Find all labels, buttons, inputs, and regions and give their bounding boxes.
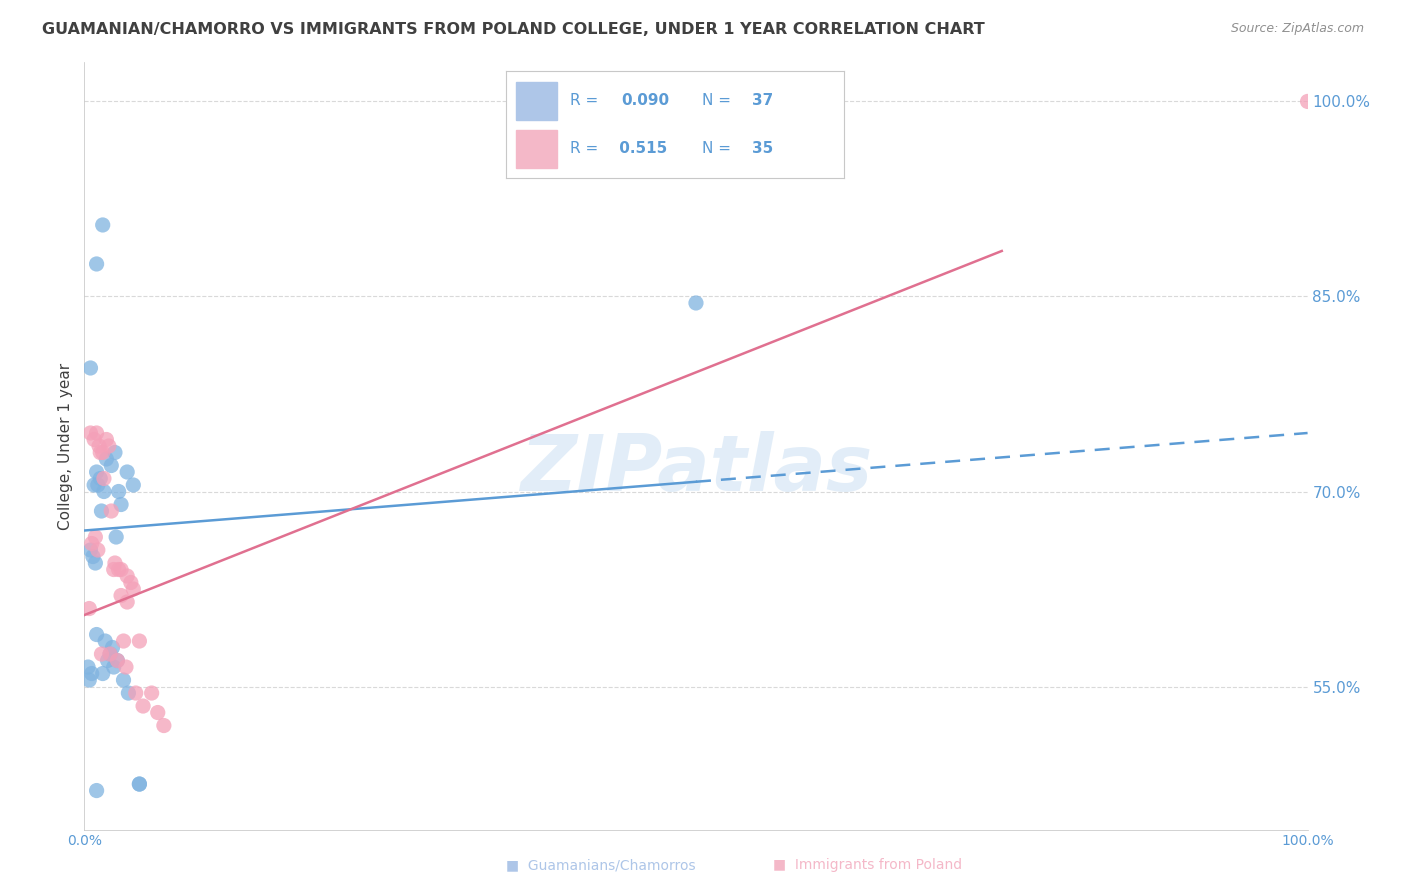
Point [103,562,125,576]
Point [122,582,145,596]
Point [104,556,127,570]
Y-axis label: College, Under 1 year: College, Under 1 year [58,362,73,530]
Text: GUAMANIAN/CHAMORRO VS IMMIGRANTS FROM POLAND COLLEGE, UNDER 1 YEAR CORRELATION C: GUAMANIAN/CHAMORRO VS IMMIGRANTS FROM PO… [42,22,986,37]
Point [128,777,150,791]
Text: 37: 37 [752,93,773,108]
Point [98,647,121,661]
Text: Source: ZipAtlas.com: Source: ZipAtlas.com [1230,22,1364,36]
Point [86,783,108,797]
Point [103,660,125,674]
Text: N =: N = [702,93,735,108]
Point [91,445,114,459]
Point [87,543,110,558]
Point [93,471,115,485]
Point [89,471,111,485]
Point [93,484,115,499]
Point [86,425,108,440]
Point [79,543,101,558]
Point [87,478,110,492]
Point [125,686,148,700]
Point [87,439,110,453]
Point [86,257,108,271]
Point [115,595,138,609]
Point [117,686,139,700]
Point [86,465,108,479]
Point [96,452,118,467]
Point [146,706,169,720]
Point [128,634,150,648]
Point [110,498,132,512]
Point [1296,95,1319,109]
Point [77,660,100,674]
Text: R =: R = [571,141,603,156]
Point [120,575,142,590]
Point [80,536,103,550]
Text: 0.515: 0.515 [614,141,668,156]
Point [112,634,135,648]
Point [112,673,135,687]
Bar [516,130,557,168]
Point [128,777,150,791]
Point [98,647,121,661]
Point [122,478,145,492]
Point [110,562,132,576]
Point [91,666,114,681]
Point [110,589,132,603]
Text: ■  Immigrants from Poland: ■ Immigrants from Poland [773,858,963,872]
Point [89,445,111,459]
Point [90,504,112,518]
Point [83,433,105,447]
Point [132,699,155,714]
Point [79,361,101,376]
Point [97,654,120,668]
Text: ■  Guamanians/Chamorros: ■ Guamanians/Chamorros [506,858,696,872]
Point [141,686,163,700]
Point [80,666,103,681]
Point [91,218,114,232]
Point [77,601,100,615]
Point [153,718,176,732]
Text: R =: R = [571,93,603,108]
Text: ZIPatlas: ZIPatlas [520,431,872,507]
Point [97,439,120,453]
Bar [516,82,557,120]
Point [82,549,104,564]
Point [100,504,122,518]
Point [94,634,117,648]
Point [105,654,128,668]
Text: N =: N = [702,141,735,156]
Point [107,562,129,576]
Point [105,530,128,544]
Point [90,647,112,661]
Point [77,673,100,687]
Point [115,569,138,583]
Text: 0.090: 0.090 [621,93,669,108]
Point [115,465,138,479]
Text: 35: 35 [752,141,773,156]
Point [96,433,118,447]
Point [79,425,101,440]
Point [83,478,105,492]
Point [84,556,107,570]
Point [84,530,107,544]
Point [101,640,124,655]
Point [107,484,129,499]
Point [685,296,707,310]
Point [100,458,122,473]
Point [104,445,127,459]
Point [115,660,138,674]
Point [105,654,128,668]
Point [86,627,108,641]
